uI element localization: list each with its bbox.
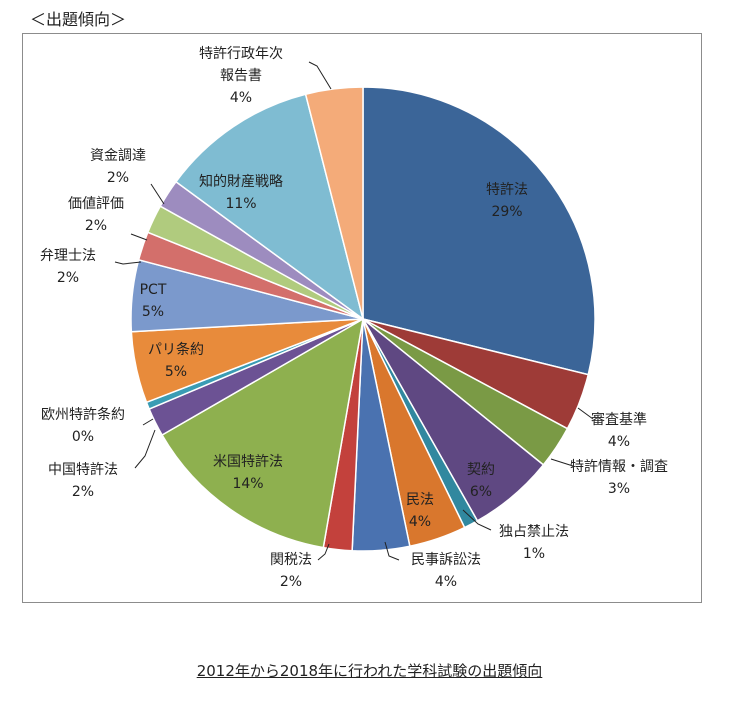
leader-line-10 (142, 418, 154, 426)
slice-label-4: 独占禁止法 (499, 524, 569, 540)
slice-label-7: 関税法 (270, 552, 312, 568)
leader-line-2 (550, 458, 574, 467)
chart-frame: 特許法 29% 審査基準 4% 特許情報・調査 3% 契約 6% 独占禁止法 1% 民法 4% 民事訴訟… (22, 33, 702, 603)
slice-percent-2: 3% (608, 481, 630, 497)
slice-label-13: 弁理士法 (40, 248, 96, 264)
chart-heading: ＜出題傾向＞ (30, 10, 127, 29)
slice-percent-17: 4% (230, 90, 252, 106)
slice-label-3: 契約 (467, 462, 495, 478)
slice-percent-7: 2% (280, 574, 302, 590)
pie-slice-17 (304, 86, 364, 320)
pie-chart: 特許法 29% 審査基準 4% 特許情報・調査 3% 契約 6% 独占禁止法 1% 民法 4% 民事訴訟… (40, 46, 668, 590)
slice-label-12: PCT (140, 282, 167, 298)
pie-slice-8 (161, 317, 365, 549)
slice-percent-3: 6% (470, 484, 492, 500)
slice-label-14: 価値評価 (68, 196, 124, 212)
slice-percent-14: 2% (85, 218, 107, 234)
slice-percent-15: 2% (107, 170, 129, 186)
slice-label-11: パリ条約 (148, 341, 204, 358)
slice-label-2: 特許情報・調査 (570, 459, 668, 475)
leader-line-15 (150, 183, 165, 205)
slice-label-9: 中国特許法 (48, 462, 118, 478)
slice-percent-10: 0% (72, 429, 94, 445)
slice-percent-11: 5% (165, 364, 187, 380)
leader-line-4 (462, 509, 492, 531)
slice-label-17-line1: 報告書 (220, 68, 262, 84)
slice-percent-8: 14% (232, 476, 263, 492)
slice-label-10: 欧州特許条約 (41, 406, 125, 423)
slice-percent-6: 4% (435, 574, 457, 590)
slice-label-6: 民事訴訟法 (411, 552, 481, 568)
slice-label-0: 特許法 (486, 182, 528, 198)
chart-caption: 2012年から2018年に行われた学科試験の出題傾向 (196, 662, 543, 680)
slice-percent-4: 1% (523, 546, 545, 562)
pie-labels: 特許法 29% 審査基準 4% 特許情報・調査 3% 契約 6% 独占禁止法 1% 民法 4% 民事訴訟… (40, 46, 668, 590)
slice-percent-0: 29% (491, 204, 522, 220)
slice-percent-12: 5% (142, 304, 164, 320)
slice-label-16: 知的財産戦略 (199, 173, 283, 190)
pie-slice-16 (174, 93, 365, 321)
slice-label-17-line0: 特許行政年次 (199, 46, 283, 62)
slice-percent-1: 4% (608, 434, 630, 450)
leader-line-6 (384, 541, 400, 561)
leader-line-17 (308, 61, 332, 90)
slice-percent-16: 11% (225, 196, 256, 212)
slice-percent-5: 4% (409, 514, 431, 530)
slice-label-15: 資金調達 (90, 148, 146, 164)
slice-label-8: 米国特許法 (213, 454, 283, 470)
slice-label-1: 審査基準 (591, 411, 647, 428)
slice-label-5: 民法 (406, 492, 434, 508)
pie-slices (130, 86, 596, 552)
leader-line-9 (134, 429, 156, 469)
leader-line-14 (130, 233, 148, 241)
leader-line-1 (577, 407, 594, 420)
slice-percent-13: 2% (57, 270, 79, 286)
slice-percent-9: 2% (72, 484, 94, 500)
pie-slice-0 (362, 86, 596, 376)
leader-line-13 (114, 261, 142, 265)
leader-line-7 (317, 543, 330, 561)
